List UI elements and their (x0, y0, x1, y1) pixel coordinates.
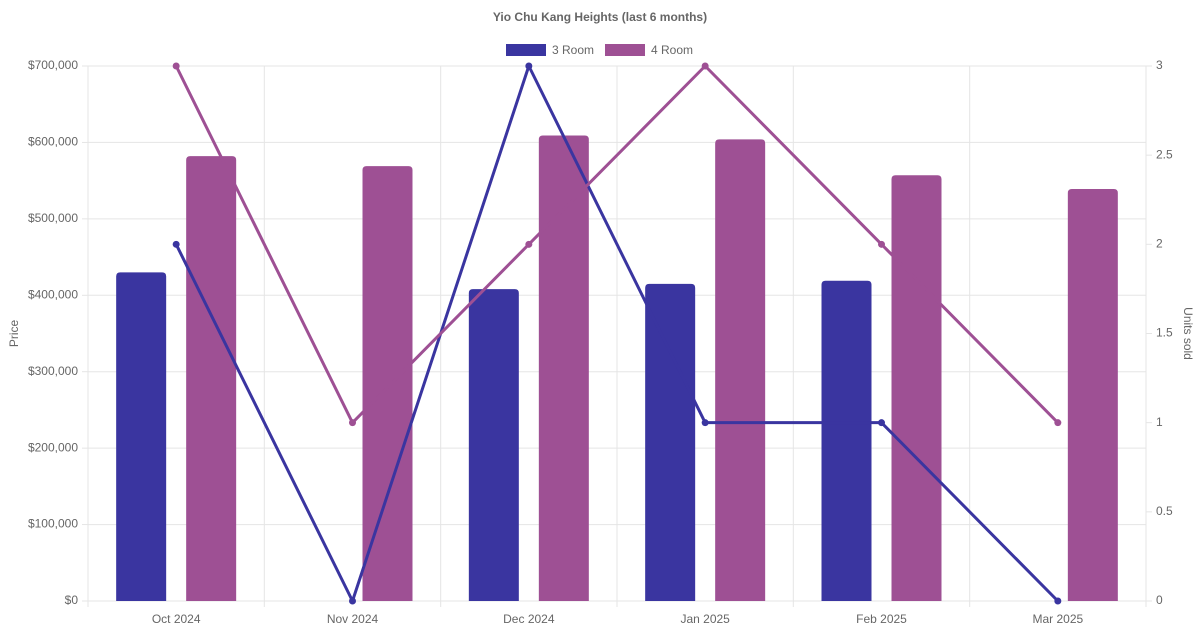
point-units-3-room (349, 597, 356, 605)
y-right-tick-label: 1 (1156, 415, 1163, 429)
y-left-tick-label: $0 (65, 593, 79, 607)
x-tick-label: Jan 2025 (680, 612, 730, 626)
point-units-4-room (1054, 419, 1062, 427)
x-tick-label: Mar 2025 (1032, 612, 1083, 626)
gridlines (87, 65, 1147, 607)
bar-3-room (645, 283, 696, 601)
y-left-tick-label: $200,000 (28, 440, 78, 454)
line-units-4-room (174, 64, 1059, 425)
point-units-4-room (701, 62, 709, 70)
legend-item-4-room[interactable]: 4 Room (605, 43, 693, 57)
point-units-3-room (1054, 597, 1062, 605)
y-axis-right-title: Units sold (1181, 307, 1195, 360)
bar-4-room (891, 175, 942, 602)
legend-label: 4 Room (651, 43, 693, 57)
bar-3-room (821, 280, 872, 601)
point-units-3-room (172, 240, 180, 248)
legend[interactable]: 3 Room 4 Room (506, 43, 693, 57)
line-units-3-room (174, 64, 1059, 603)
bar-4-room (715, 139, 766, 601)
point-units-4-room (878, 240, 885, 248)
y-left-tick-label: $100,000 (28, 517, 78, 531)
bar-4-room (362, 166, 413, 601)
y-right-tick-label: 0.5 (1156, 504, 1173, 518)
point-units-3-room (701, 419, 709, 427)
y-axis-left-title: Price (7, 320, 21, 348)
chart-title: Yio Chu Kang Heights (last 6 months) (493, 10, 707, 24)
y-left-tick-label: $300,000 (28, 364, 78, 378)
bar-4-room (186, 156, 237, 601)
x-tick-label: Feb 2025 (856, 612, 907, 626)
point-units-3-room (525, 62, 533, 70)
y-left-tick-label: $500,000 (28, 211, 78, 225)
point-units-4-room (172, 62, 180, 70)
legend-item-3-room[interactable]: 3 Room (506, 43, 594, 57)
point-units-4-room (525, 240, 533, 248)
bars (116, 135, 1118, 602)
point-units-4-room (349, 419, 356, 427)
lines (172, 62, 1062, 605)
bar-4-room (538, 135, 589, 602)
y-right-tick-label: 0 (1156, 593, 1163, 607)
y-right-tick-label: 1.5 (1156, 326, 1173, 340)
y-right-tick-label: 3 (1156, 58, 1163, 72)
legend-swatch (506, 44, 546, 56)
axes: $0 $100,000 $200,000 $300,000 $400,000 $500,0… (28, 58, 1173, 626)
y-left-tick-label: $700,000 (28, 58, 78, 72)
legend-swatch (605, 44, 645, 56)
point-units-3-room (878, 419, 885, 427)
bar-4-room (1067, 189, 1118, 602)
x-tick-label: Nov 2024 (327, 612, 379, 626)
bar-3-room (116, 272, 167, 601)
y-left-tick-label: $400,000 (28, 287, 78, 301)
y-right-tick-label: 2.5 (1156, 147, 1173, 161)
y-right-tick-label: 2 (1156, 237, 1163, 251)
y-left-tick-label: $600,000 (28, 135, 78, 149)
x-tick-label: Dec 2024 (503, 612, 555, 626)
legend-label: 3 Room (552, 43, 594, 57)
x-tick-label: Oct 2024 (152, 612, 201, 626)
bar-3-room (468, 289, 519, 601)
